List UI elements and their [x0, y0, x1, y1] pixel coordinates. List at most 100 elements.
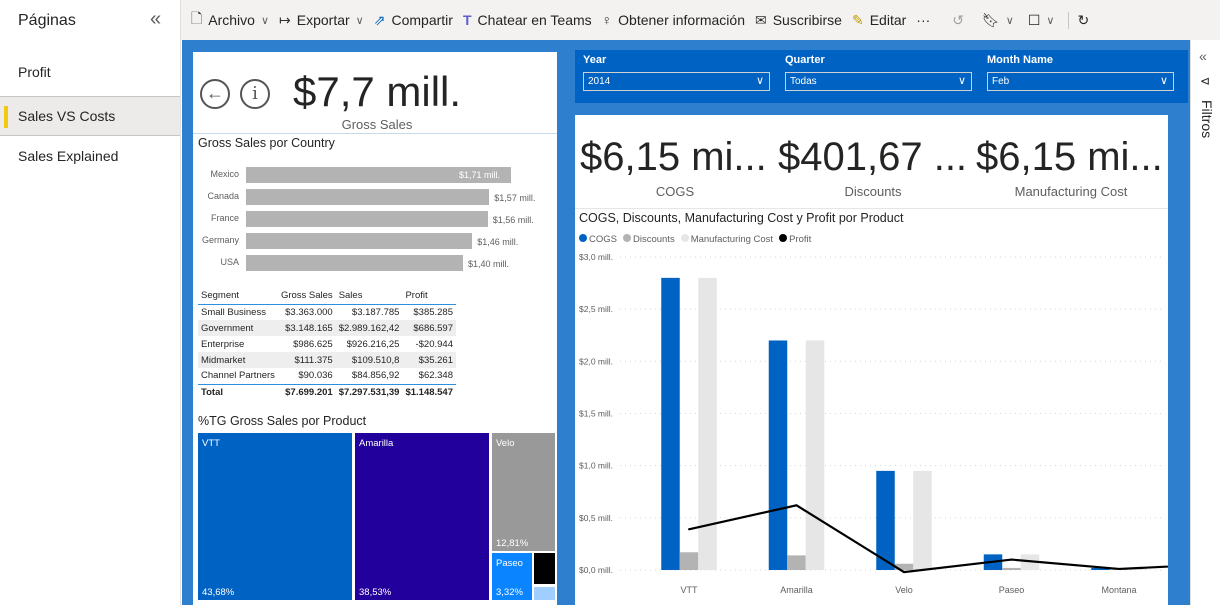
kpi-value: $401,67 ...: [778, 135, 968, 179]
table-cell: Enterprise: [201, 338, 245, 350]
treemap-title: %TG Gross Sales por Product: [198, 414, 367, 428]
bar-cogs[interactable]: [661, 277, 680, 570]
table-total-row: Total $7.699.201 $7.297.531,39 $1.148.547: [198, 383, 456, 400]
share-label: Compartir: [391, 12, 453, 28]
refresh-icon[interactable]: ↻: [1068, 11, 1089, 29]
gross-sales-label: Gross Sales: [341, 117, 413, 132]
bar-cogs[interactable]: [1091, 567, 1110, 570]
bar-manufacturing-cost[interactable]: [805, 340, 825, 570]
x-tick-label: VTT: [681, 585, 699, 595]
slicer-dropdown[interactable]: Todas ∨: [785, 72, 972, 91]
slicer-label: Quarter: [785, 54, 825, 66]
column-header[interactable]: Sales: [335, 288, 403, 305]
country-bar[interactable]: [246, 233, 473, 249]
kpi-label: Discounts: [844, 184, 902, 199]
export-menu[interactable]: ↦ Exportar ∨: [279, 12, 364, 29]
bar-manufacturing-cost[interactable]: [698, 277, 717, 570]
chevron-down-icon: ∨: [1159, 75, 1168, 87]
profit-point[interactable]: [795, 504, 798, 507]
page-tab-sales-explained[interactable]: Sales Explained: [18, 148, 119, 164]
file-menu[interactable]: 🗋 Archivo ∨: [191, 8, 269, 32]
legend-marker: [622, 234, 631, 242]
bar-discounts[interactable]: [679, 552, 699, 570]
profit-point[interactable]: [1118, 567, 1120, 570]
slicer-label: Month Name: [987, 54, 1053, 66]
slicer-dropdown[interactable]: 2014 ∨: [583, 72, 770, 91]
profit-line[interactable]: [688, 504, 1168, 574]
tile-name: VTT: [202, 438, 220, 449]
x-tick-label: Paseo: [999, 585, 1025, 595]
page-tab-profit[interactable]: Profit: [18, 64, 51, 80]
expand-icon[interactable]: «: [1199, 48, 1207, 64]
bookmark-icon[interactable]: 🔖︎ ∨: [982, 11, 1014, 28]
table-cell: $3.187.785: [351, 306, 400, 318]
table-cell: $2.989.162,42: [335, 320, 403, 336]
tile-percent: 3,32%: [496, 587, 523, 598]
treemap-tile[interactable]: Paseo 3,32%: [492, 553, 532, 600]
tile-percent: 12,81%: [496, 538, 529, 549]
x-tick-label: Velo: [895, 585, 913, 595]
y-tick-label: $3,0 mill.: [579, 252, 613, 262]
bar-discounts[interactable]: [787, 555, 806, 570]
bar-cogs[interactable]: [768, 340, 788, 570]
bar-discounts[interactable]: [1002, 567, 1021, 570]
insights-button[interactable]: ♀ Obtener información: [602, 12, 745, 28]
y-tick-label: $1,0 mill.: [579, 461, 613, 471]
country-value-label: $1,46 mill.: [477, 237, 519, 247]
subscribe-button[interactable]: ✉ Suscribirse: [755, 12, 842, 29]
slicer-value: 2014: [588, 76, 611, 87]
filters-pane[interactable]: « ⊲ Filtros: [1190, 40, 1220, 605]
country-bar[interactable]: [246, 189, 490, 205]
collapse-pane-icon[interactable]: «: [150, 8, 162, 30]
filters-label: Filtros: [1199, 100, 1215, 139]
column-header[interactable]: Gross Sales: [277, 288, 336, 305]
country-bar[interactable]: [246, 255, 463, 271]
view-icon[interactable]: ☐ ∨: [1027, 11, 1055, 28]
bar-cogs[interactable]: [876, 470, 895, 570]
treemap-tile[interactable]: [534, 587, 555, 600]
legend-item[interactable]: COGS: [579, 234, 617, 245]
tile-name: Amarilla: [359, 438, 394, 449]
more-button[interactable]: ···: [916, 12, 931, 28]
cost-chart-title: COGS, Discounts, Manufacturing Cost y Pr…: [579, 211, 904, 225]
treemap-tile[interactable]: [534, 553, 555, 584]
slicer-dropdown[interactable]: Feb ∨: [987, 72, 1174, 91]
total-cell: $7.699.201: [277, 383, 336, 400]
pages-pane: Páginas « Profit Sales VS Costs Sales Ex…: [0, 0, 181, 605]
kpi-label: COGS: [655, 184, 695, 199]
table-cell: $686.597: [402, 320, 456, 336]
back-arrow-icon[interactable]: ←: [200, 79, 230, 109]
tile-name: Velo: [496, 438, 515, 449]
page-tab-sales-vs-costs[interactable]: Sales VS Costs: [0, 96, 180, 136]
edit-button[interactable]: ✎ Editar: [852, 12, 906, 29]
legend-item[interactable]: Profit: [779, 234, 811, 245]
share-button[interactable]: ⇗ Compartir: [374, 12, 453, 29]
profit-point[interactable]: [903, 571, 905, 574]
table-cell: $109.510,8: [335, 352, 403, 368]
info-icon[interactable]: i: [240, 79, 270, 109]
left-card: ← i $7,7 mill. Gross Sales Gross Sales p…: [193, 52, 557, 605]
teams-button[interactable]: T Chatear en Teams: [463, 12, 592, 28]
bar-discounts[interactable]: [894, 563, 914, 570]
treemap-tile[interactable]: Amarilla 38,53%: [355, 433, 489, 600]
table-cell: $84.856,92: [351, 370, 400, 382]
legend-item[interactable]: Manufacturing Cost: [680, 234, 773, 245]
right-card: $6,15 mi... COGS $401,67 ... Discounts $6,15…: [575, 115, 1168, 605]
profit-point[interactable]: [688, 528, 690, 531]
slicer-month-name: Month Name Feb ∨: [987, 54, 1174, 91]
slicer-panel: Year 2014 ∨ Quarter Todas ∨ Month Name Feb ∨: [575, 50, 1188, 103]
treemap-tile[interactable]: VTT 43,68%: [198, 433, 352, 600]
legend-item[interactable]: Discounts: [622, 234, 675, 245]
column-header[interactable]: Segment: [198, 288, 278, 305]
country-bar[interactable]: [246, 167, 511, 183]
profit-point[interactable]: [1010, 558, 1013, 561]
column-header[interactable]: Profit: [402, 288, 456, 305]
document-icon: 🗋: [191, 10, 203, 26]
y-tick-label: $0,0 mill.: [579, 565, 613, 575]
treemap-tile[interactable]: Velo 12,81%: [492, 433, 555, 551]
country-value-label: $1,56 mill.: [492, 215, 534, 225]
country-bar[interactable]: [246, 211, 488, 227]
undo-icon[interactable]: ↺: [952, 11, 965, 28]
bar-manufacturing-cost[interactable]: [913, 470, 932, 570]
legend-label: Discounts: [632, 234, 675, 245]
